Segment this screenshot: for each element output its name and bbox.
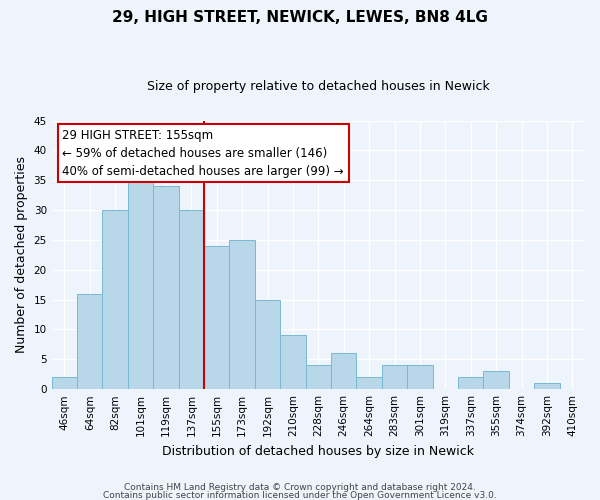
Bar [382,366,407,389]
Bar [204,246,229,389]
Bar [128,174,153,389]
Text: 29 HIGH STREET: 155sqm
← 59% of detached houses are smaller (146)
40% of semi-de: 29 HIGH STREET: 155sqm ← 59% of detached… [62,128,344,178]
X-axis label: Distribution of detached houses by size in Newick: Distribution of detached houses by size … [163,444,475,458]
Bar [153,186,179,389]
Bar [103,210,128,389]
Bar [229,240,255,389]
Bar [52,377,77,389]
Bar [179,210,204,389]
Bar [331,354,356,389]
Text: 29, HIGH STREET, NEWICK, LEWES, BN8 4LG: 29, HIGH STREET, NEWICK, LEWES, BN8 4LG [112,10,488,25]
Bar [255,300,280,389]
Bar [534,383,560,389]
Title: Size of property relative to detached houses in Newick: Size of property relative to detached ho… [147,80,490,93]
Text: Contains public sector information licensed under the Open Government Licence v3: Contains public sector information licen… [103,490,497,500]
Bar [356,377,382,389]
Text: Contains HM Land Registry data © Crown copyright and database right 2024.: Contains HM Land Registry data © Crown c… [124,484,476,492]
Bar [458,377,484,389]
Bar [407,366,433,389]
Y-axis label: Number of detached properties: Number of detached properties [15,156,28,354]
Bar [280,336,305,389]
Bar [305,366,331,389]
Bar [484,372,509,389]
Bar [77,294,103,389]
